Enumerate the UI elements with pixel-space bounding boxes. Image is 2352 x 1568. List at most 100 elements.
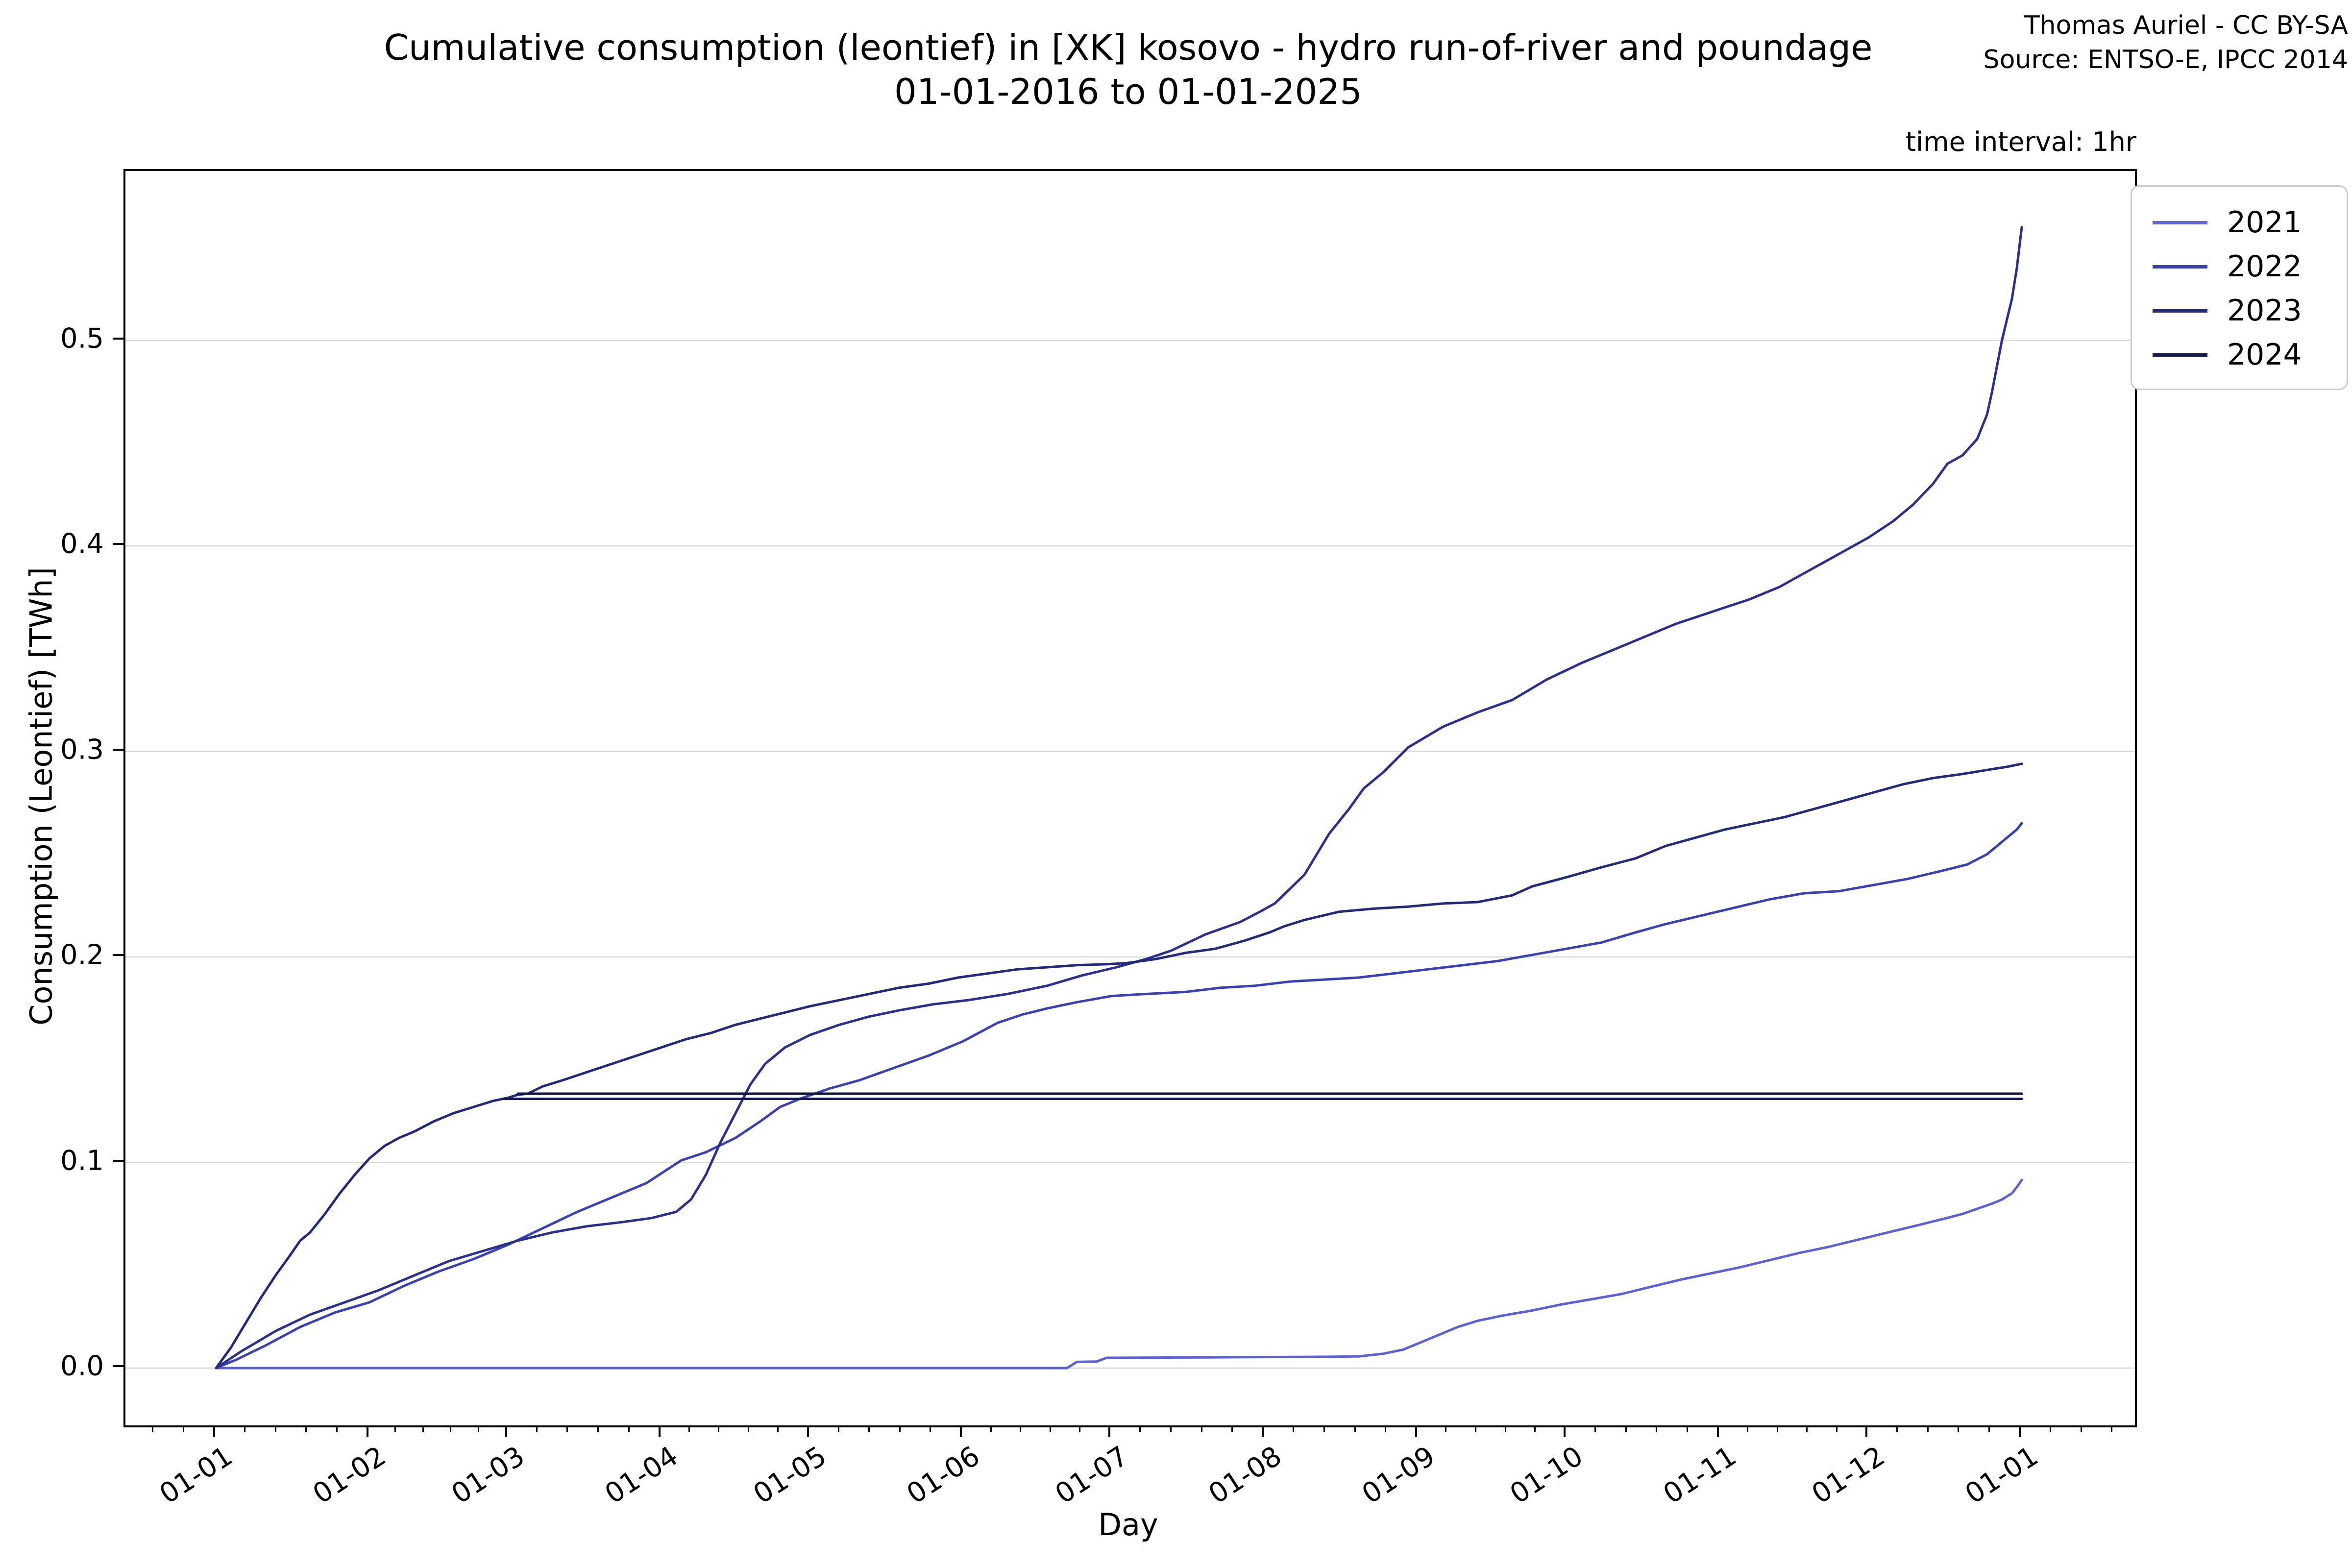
x-tick-major — [505, 1425, 507, 1437]
x-tick-label: 01-01 — [1960, 1440, 2044, 1511]
x-tick-major — [213, 1425, 215, 1437]
x-tick-minor — [1020, 1425, 1022, 1432]
x-tick-minor — [394, 1425, 396, 1432]
y-tick — [113, 543, 123, 545]
x-tick-major — [807, 1425, 809, 1437]
chart-title-line1: Cumulative consumption (leontief) in [XK… — [384, 27, 1873, 68]
source-credit: Source: ENTSO-E, IPCC 2014 — [1983, 45, 2348, 74]
chart-title: Cumulative consumption (leontief) in [XK… — [123, 25, 2133, 114]
legend-row-2022: 2022 — [2153, 245, 2332, 289]
x-tick-label: 01-03 — [446, 1440, 531, 1511]
y-axis-title: Consumption (Leontief) [TWh] — [23, 567, 59, 1026]
series-line-2024 — [215, 762, 2023, 1370]
x-tick-minor — [718, 1425, 720, 1432]
x-tick-minor — [597, 1425, 599, 1432]
x-tick-minor — [1836, 1425, 1838, 1432]
x-tick-label: 01-11 — [1658, 1440, 1742, 1511]
x-tick-minor — [2080, 1425, 2082, 1432]
x-tick-minor — [1474, 1425, 1476, 1432]
x-tick-minor — [747, 1425, 749, 1432]
x-tick-label: 01-09 — [1356, 1440, 1441, 1511]
y-tick-label: 0.3 — [60, 734, 104, 765]
x-tick-minor — [1625, 1425, 1627, 1432]
legend-row-2021: 2021 — [2153, 200, 2332, 245]
legend-line-swatch — [2153, 353, 2207, 357]
x-tick-minor — [688, 1425, 690, 1432]
x-tick-label: 01-04 — [599, 1440, 684, 1511]
x-tick-minor — [2111, 1425, 2113, 1432]
x-tick-minor — [1385, 1425, 1387, 1432]
x-tick-minor — [1927, 1425, 1929, 1432]
legend-label: 2023 — [2227, 294, 2302, 328]
legend-line-swatch — [2153, 265, 2207, 269]
x-tick-minor — [899, 1425, 901, 1432]
x-tick-minor — [1049, 1425, 1051, 1432]
x-tick-major — [366, 1425, 368, 1437]
x-tick-minor — [477, 1425, 479, 1432]
x-axis-title: Day — [1098, 1507, 1158, 1543]
y-tick — [113, 954, 123, 956]
x-tick-label: 01-08 — [1202, 1440, 1287, 1511]
chart-title-line2: 01-01-2016 to 01-01-2025 — [894, 71, 1362, 112]
legend-line-swatch — [2153, 220, 2207, 224]
x-tick-minor — [2050, 1425, 2052, 1432]
y-tick — [113, 1159, 123, 1162]
x-tick-minor — [1354, 1425, 1356, 1432]
x-tick-minor — [837, 1425, 839, 1432]
x-tick-minor — [536, 1425, 538, 1432]
x-tick-label: 01-07 — [1049, 1440, 1134, 1511]
x-tick-minor — [1806, 1425, 1808, 1432]
legend-label: 2022 — [2227, 249, 2302, 284]
x-tick-minor — [182, 1425, 184, 1432]
time-interval-note: time interval: 1hr — [1905, 126, 2136, 157]
x-tick-minor — [1231, 1425, 1233, 1432]
x-tick-major — [2019, 1425, 2021, 1437]
plot-area — [123, 169, 2137, 1427]
y-tick-label: 0.5 — [60, 322, 104, 354]
x-tick-minor — [1504, 1425, 1506, 1432]
series-line-2021 — [215, 1178, 2023, 1370]
legend-label: 2024 — [2227, 338, 2302, 372]
x-tick-minor — [152, 1425, 154, 1432]
x-tick-label: 01-01 — [154, 1440, 239, 1511]
x-tick-label: 01-10 — [1504, 1440, 1589, 1511]
x-tick-label: 01-12 — [1806, 1440, 1891, 1511]
x-tick-minor — [450, 1425, 452, 1432]
y-tick-label: 0.0 — [60, 1350, 104, 1382]
legend-line-swatch — [2153, 309, 2207, 313]
x-tick-minor — [1445, 1425, 1447, 1432]
x-tick-major — [1262, 1425, 1264, 1437]
chart-canvas — [125, 226, 2135, 1370]
x-tick-major — [658, 1425, 661, 1437]
x-tick-minor — [244, 1425, 246, 1432]
x-tick-minor — [777, 1425, 779, 1432]
x-tick-major — [1415, 1425, 1418, 1437]
x-tick-minor — [1687, 1425, 1689, 1432]
x-tick-minor — [990, 1425, 992, 1432]
legend-row-2023: 2023 — [2153, 289, 2332, 333]
y-tick — [113, 1365, 123, 1367]
x-tick-major — [1865, 1425, 1868, 1437]
x-tick-minor — [336, 1425, 338, 1432]
author-credit: Thomas Auriel - CC BY-SA — [2024, 11, 2348, 40]
x-tick-major — [1564, 1425, 1566, 1437]
x-tick-minor — [305, 1425, 307, 1432]
x-tick-label: 01-06 — [901, 1440, 985, 1511]
x-tick-minor — [930, 1425, 931, 1432]
x-tick-minor — [1988, 1425, 1990, 1432]
x-tick-minor — [1656, 1425, 1658, 1432]
x-tick-minor — [868, 1425, 870, 1432]
x-tick-major — [1108, 1425, 1111, 1437]
x-tick-minor — [628, 1425, 630, 1432]
series-line-2022 — [215, 822, 2023, 1370]
x-tick-minor — [1323, 1425, 1325, 1432]
x-tick-minor — [422, 1425, 424, 1432]
x-tick-minor — [1200, 1425, 1202, 1432]
x-tick-minor — [1958, 1425, 1960, 1432]
legend: 2021 2022 2023 2024 — [2131, 185, 2348, 390]
x-tick-minor — [1747, 1425, 1749, 1432]
x-tick-minor — [1170, 1425, 1172, 1432]
y-tick-label: 0.2 — [60, 939, 104, 971]
x-tick-minor — [566, 1425, 568, 1432]
series-line-2023 — [215, 226, 2023, 1370]
